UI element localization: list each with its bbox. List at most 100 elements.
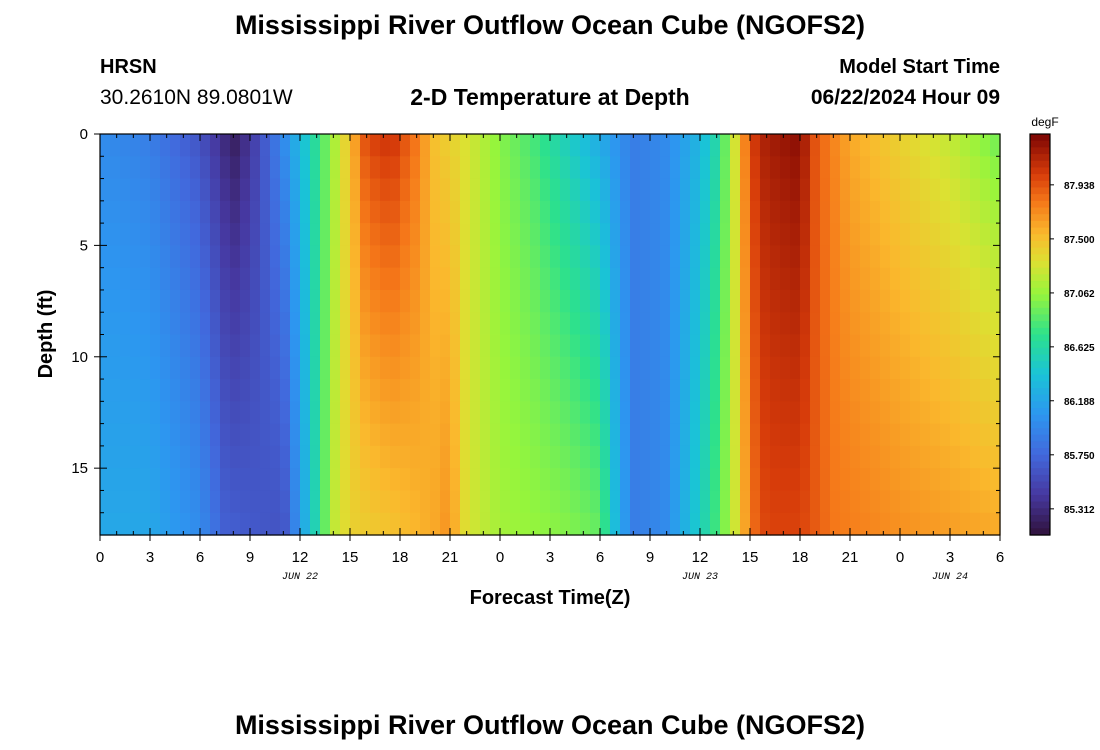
heatmap-cell bbox=[560, 245, 571, 269]
heatmap-cell bbox=[160, 312, 171, 336]
heatmap-cell bbox=[380, 267, 391, 291]
heatmap-cell bbox=[880, 245, 891, 269]
heatmap-cell bbox=[210, 490, 221, 514]
heatmap-cell bbox=[630, 245, 641, 269]
heatmap-cell bbox=[530, 379, 541, 402]
heatmap-cell bbox=[660, 312, 671, 336]
heatmap-cell bbox=[610, 423, 621, 447]
heatmap-cell bbox=[240, 512, 251, 536]
heatmap-cell bbox=[300, 223, 311, 246]
colorbar-swatch bbox=[1030, 508, 1050, 516]
heatmap-cell bbox=[410, 200, 421, 224]
heatmap-cell bbox=[670, 134, 681, 157]
heatmap-cell bbox=[310, 356, 321, 380]
heatmap-cell bbox=[570, 356, 581, 380]
heatmap-cell bbox=[400, 401, 411, 425]
heatmap-cell bbox=[790, 356, 801, 380]
heatmap-cell bbox=[830, 512, 841, 536]
heatmap-cell bbox=[330, 223, 341, 246]
heatmap-cell bbox=[280, 178, 291, 202]
heatmap-cell bbox=[140, 245, 151, 269]
heatmap-cell bbox=[670, 490, 681, 514]
heatmap-cell bbox=[220, 379, 231, 402]
heatmap-cell bbox=[370, 356, 381, 380]
heatmap-cell bbox=[540, 490, 551, 514]
heatmap-cell bbox=[970, 289, 981, 313]
heatmap-cell bbox=[460, 512, 471, 536]
heatmap-cell bbox=[780, 468, 791, 492]
heatmap-cell bbox=[460, 245, 471, 269]
heatmap-cell bbox=[930, 401, 941, 425]
heatmap-cell bbox=[230, 512, 241, 536]
heatmap-cell bbox=[730, 200, 741, 224]
heatmap-cell bbox=[820, 379, 831, 402]
heatmap-cell bbox=[240, 468, 251, 492]
heatmap-cell bbox=[460, 423, 471, 447]
colorbar-swatch bbox=[1030, 347, 1050, 356]
heatmap-cell bbox=[560, 379, 571, 402]
heatmap-cell bbox=[920, 445, 931, 469]
heatmap-cell bbox=[510, 445, 521, 469]
heatmap-cell bbox=[840, 223, 851, 246]
heatmap-cell bbox=[880, 223, 891, 246]
heatmap-cell bbox=[560, 156, 571, 180]
heatmap-cell bbox=[100, 289, 111, 313]
heatmap-cell bbox=[870, 267, 881, 291]
heatmap-cell bbox=[900, 423, 911, 447]
heatmap-cell bbox=[390, 223, 401, 246]
heatmap-cell bbox=[530, 200, 541, 224]
heatmap-cell bbox=[360, 134, 371, 157]
heatmap-cell bbox=[420, 356, 431, 380]
heatmap-cell bbox=[300, 423, 311, 447]
heatmap-cell bbox=[820, 423, 831, 447]
heatmap-cell bbox=[250, 134, 261, 157]
heatmap-cell bbox=[220, 223, 231, 246]
heatmap-cell bbox=[320, 200, 331, 224]
heatmap-cell bbox=[530, 245, 541, 269]
colorbar-swatch bbox=[1030, 381, 1050, 389]
colorbar-swatch bbox=[1030, 287, 1050, 295]
heatmap-cell bbox=[120, 223, 131, 246]
heatmap-cell bbox=[630, 379, 641, 402]
heatmap-cell bbox=[440, 445, 451, 469]
heatmap-cell bbox=[440, 200, 451, 224]
heatmap-cell bbox=[930, 334, 941, 358]
heatmap-cell bbox=[280, 512, 291, 536]
heatmap-cell bbox=[140, 445, 151, 469]
heatmap-cell bbox=[110, 356, 121, 380]
heatmap-cell bbox=[740, 445, 751, 469]
heatmap-cell bbox=[610, 200, 621, 224]
heatmap-cell bbox=[950, 312, 961, 336]
heatmap-cell bbox=[280, 490, 291, 514]
heatmap-cell bbox=[800, 512, 811, 536]
heatmap-cell bbox=[360, 245, 371, 269]
heatmap-cell bbox=[590, 178, 601, 202]
heatmap-cell bbox=[870, 156, 881, 180]
heatmap-cell bbox=[700, 312, 711, 336]
heatmap-cell bbox=[310, 490, 321, 514]
heatmap-cell bbox=[440, 401, 451, 425]
heatmap-cell bbox=[110, 334, 121, 358]
heatmap-cell bbox=[970, 468, 981, 492]
heatmap-cell bbox=[560, 289, 571, 313]
heatmap-cell bbox=[700, 289, 711, 313]
heatmap-cell bbox=[650, 178, 661, 202]
heatmap-cell bbox=[900, 289, 911, 313]
heatmap-cell bbox=[330, 156, 341, 180]
heatmap-cell bbox=[560, 267, 571, 291]
heatmap-cell bbox=[900, 245, 911, 269]
heatmap-cell bbox=[950, 267, 961, 291]
heatmap-cell bbox=[920, 289, 931, 313]
heatmap-cell bbox=[460, 379, 471, 402]
heatmap-cell bbox=[870, 423, 881, 447]
heatmap-cell bbox=[670, 423, 681, 447]
heatmap-cell bbox=[250, 356, 261, 380]
heatmap-cell bbox=[130, 512, 141, 536]
heatmap-cell bbox=[590, 445, 601, 469]
heatmap-cell bbox=[200, 312, 211, 336]
colorbar-swatch bbox=[1030, 194, 1050, 202]
heatmap-cell bbox=[270, 156, 281, 180]
heatmap-cell bbox=[100, 468, 111, 492]
heatmap-cell bbox=[170, 134, 181, 157]
heatmap-cell bbox=[740, 312, 751, 336]
